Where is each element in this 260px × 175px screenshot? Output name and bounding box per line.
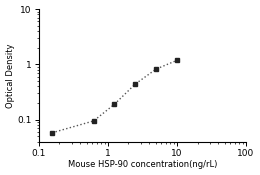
X-axis label: Mouse HSP-90 concentration(ng/rL): Mouse HSP-90 concentration(ng/rL): [68, 160, 217, 169]
Y-axis label: Optical Density: Optical Density: [5, 43, 15, 108]
